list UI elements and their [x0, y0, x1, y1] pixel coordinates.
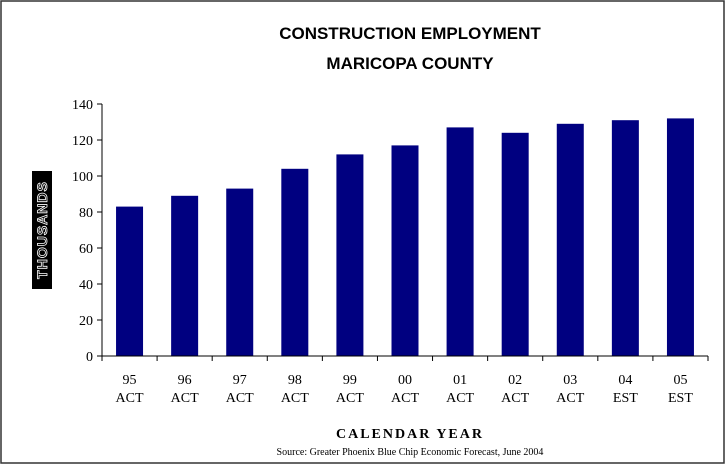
bar	[281, 168, 309, 356]
x-tick-label-line: 99	[343, 373, 357, 388]
bar	[336, 154, 364, 356]
x-tick-label-line: 95	[123, 373, 137, 388]
x-tick-label: 00 ACT	[391, 373, 419, 406]
x-tick-label-line: ACT	[281, 391, 309, 406]
x-tick-label-line: 03	[563, 373, 577, 388]
x-tick-label-line: 02	[508, 373, 522, 388]
x-tick-label-line: EST	[613, 391, 638, 406]
x-tick-label-line: ACT	[336, 391, 364, 406]
y-tick-label: 40	[79, 278, 93, 293]
bar	[116, 206, 144, 356]
bar	[226, 188, 254, 356]
x-tick-label-line: ACT	[556, 391, 584, 406]
x-tick-label: 97 ACT	[226, 373, 254, 406]
x-axis-label: CALENDAR YEAR	[336, 427, 484, 442]
x-tick-label: 99 ACT	[336, 373, 364, 406]
y-axis-label-group: THOUSANDS	[32, 171, 52, 289]
x-tick-label-line: 05	[673, 373, 687, 388]
x-tick-label: 01 ACT	[446, 373, 474, 406]
x-tick-label-line: 00	[398, 373, 412, 388]
x-tick-label: 98 ACT	[281, 373, 309, 406]
x-tick-label-line: ACT	[391, 391, 419, 406]
y-tick-label: 140	[72, 98, 93, 113]
bar	[391, 145, 419, 356]
x-tick-label: 96 ACT	[171, 373, 199, 406]
y-tick-label: 60	[79, 242, 93, 257]
x-tick-label-line: 01	[453, 373, 467, 388]
y-tick-label: 0	[86, 350, 93, 365]
x-tick-label-line: 98	[288, 373, 302, 388]
x-tick-label-line: ACT	[116, 391, 144, 406]
x-tick-label: 03 ACT	[556, 373, 584, 406]
bar	[556, 123, 584, 356]
y-tick-label: 80	[79, 206, 93, 221]
x-tick-label-line: 97	[233, 373, 247, 388]
y-tick-label: 20	[79, 314, 93, 329]
x-tick-label: 02 ACT	[501, 373, 529, 406]
bar	[501, 132, 529, 356]
x-tick-label-line: 96	[178, 373, 192, 388]
bar	[171, 195, 199, 356]
x-tick-label-line: ACT	[446, 391, 474, 406]
y-axis-label-box	[32, 171, 52, 289]
bar	[666, 118, 694, 357]
bar	[611, 120, 639, 356]
x-tick-label-line: ACT	[171, 391, 199, 406]
source-note: Source: Greater Phoenix Blue Chip Econom…	[277, 447, 544, 458]
bar	[446, 127, 474, 357]
x-tick-label-line: ACT	[501, 391, 529, 406]
x-tick-label: 95 ACT	[116, 373, 144, 406]
y-tick-label: 100	[72, 170, 93, 185]
x-tick-label-line: EST	[668, 391, 693, 406]
x-tick-label: 04 EST	[613, 373, 638, 406]
chart-title: MARICOPA COUNTY	[326, 54, 494, 73]
y-axis-label: THOUSANDS	[34, 181, 50, 279]
x-tick-label: 05 EST	[668, 373, 693, 406]
x-tick-label-line: ACT	[226, 391, 254, 406]
y-tick-label: 120	[72, 134, 93, 149]
chart-title: CONSTRUCTION EMPLOYMENT	[279, 24, 541, 43]
x-tick-label-line: 04	[618, 373, 632, 388]
